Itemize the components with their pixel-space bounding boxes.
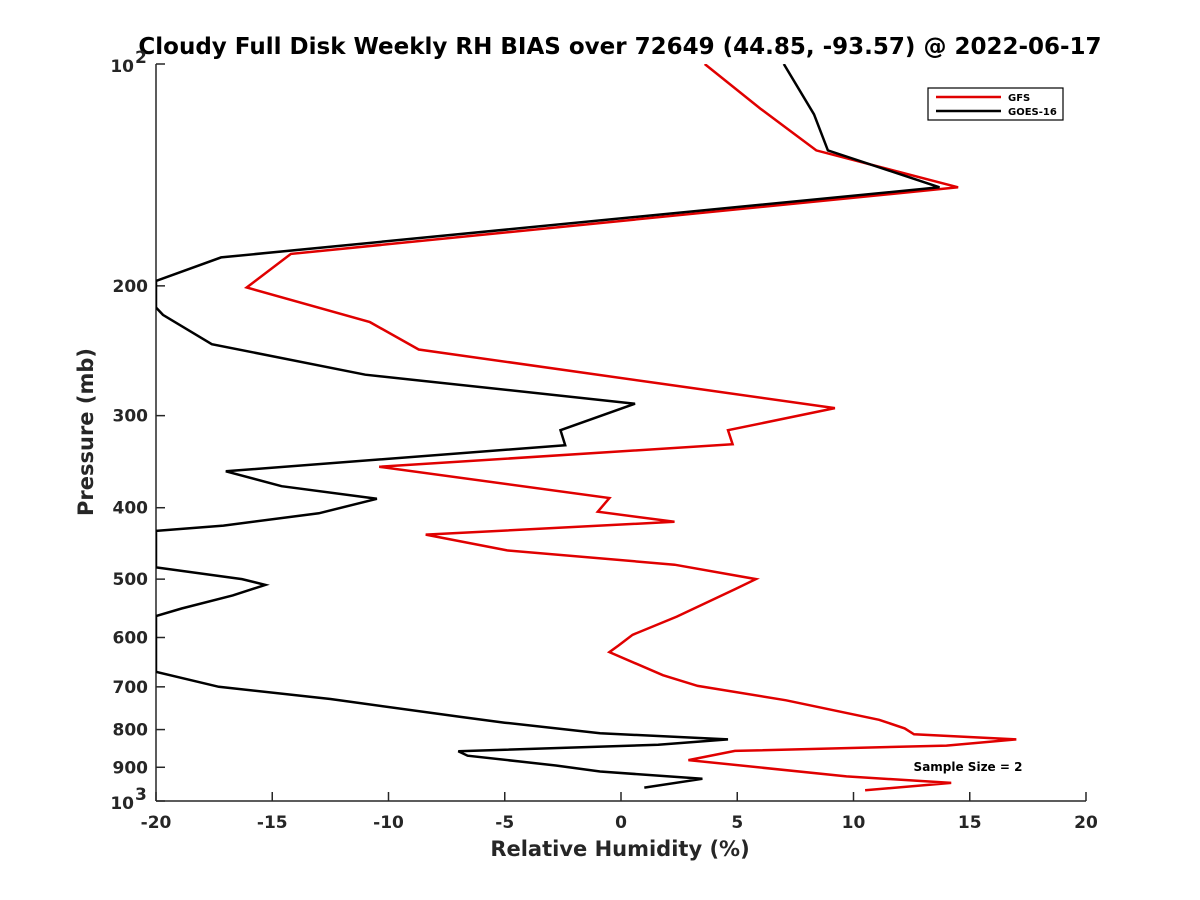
- y-tick-label: 600: [113, 628, 149, 648]
- x-tick-label: 0: [615, 813, 627, 833]
- y-tick-exponent: 2: [135, 48, 147, 68]
- x-tick-label: -5: [495, 813, 514, 833]
- y-tick-label: 200: [113, 277, 149, 297]
- x-ticks: -20 -15 -10 -5 0 5 10 15 20: [141, 792, 1098, 833]
- x-tick-label: -15: [257, 813, 288, 833]
- y-tick-label: 300: [113, 407, 149, 427]
- legend-label: GOES-16: [1008, 107, 1057, 118]
- x-tick-label: 20: [1074, 813, 1098, 833]
- x-tick-label: -10: [373, 813, 404, 833]
- series-line-goes-16: [156, 64, 940, 789]
- x-tick-label: 10: [842, 813, 866, 833]
- y-tick-label: 900: [113, 758, 149, 778]
- x-tick-label: 5: [731, 813, 743, 833]
- x-tick-label: 15: [958, 813, 982, 833]
- x-axis-label: Relative Humidity (%): [490, 837, 749, 861]
- plot-area: -20 -15 -10 -5 0 5 10 15 20 10 220030040050060070…: [110, 48, 1098, 833]
- series-layer: [156, 64, 1017, 792]
- x-tick-label: -20: [141, 813, 172, 833]
- y-axis-label: Pressure (mb): [74, 348, 98, 516]
- sample-size-annotation: Sample Size = 2: [914, 760, 1023, 774]
- y-tick-label: 10: [110, 57, 134, 77]
- y-tick-label: 700: [113, 678, 149, 698]
- y-tick-label: 400: [113, 499, 149, 519]
- legend: GFS GOES-16: [927, 87, 1064, 121]
- legend-box: [927, 87, 1064, 121]
- y-tick-label: 500: [113, 570, 149, 590]
- y-tick-label: 10: [110, 794, 134, 814]
- y-tick-label: 800: [113, 721, 149, 741]
- series-line-gfs: [243, 64, 1017, 792]
- y-tick-exponent: 3: [135, 785, 147, 805]
- legend-label: GFS: [1008, 93, 1030, 104]
- chart-title: Cloudy Full Disk Weekly RH BIAS over 726…: [138, 34, 1101, 60]
